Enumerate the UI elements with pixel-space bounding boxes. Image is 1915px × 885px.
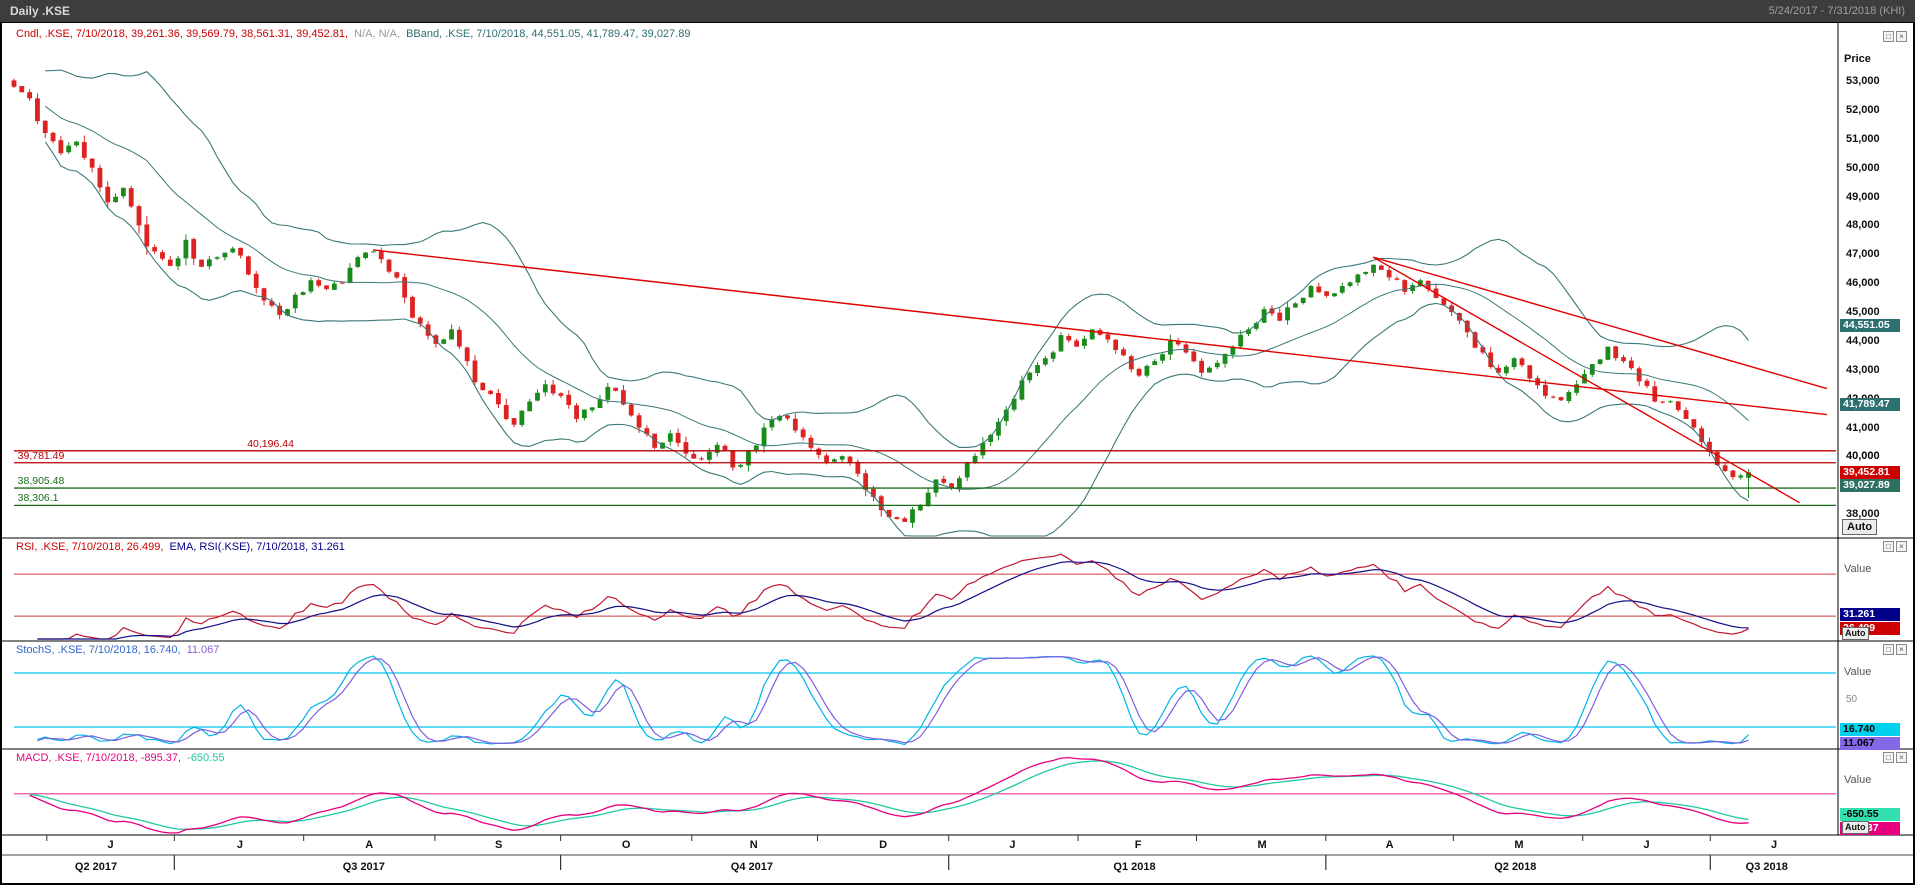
price-level-label: 38,905.48 [17, 475, 65, 488]
price-tick-label: 46,000 [1846, 277, 1880, 290]
price-axis-badge: 44,551.05 [1840, 318, 1900, 332]
month-axis-label: J [1770, 839, 1778, 851]
legend-text: N/A, N/A, [354, 28, 404, 40]
price-axis-badge: 39,027.89 [1840, 479, 1900, 493]
stoch-mid-level-label: 50 [1846, 694, 1858, 705]
macd-panel-controls: □ × [1883, 752, 1907, 763]
price-tick-label: 53,000 [1846, 74, 1880, 87]
legend-text: MACD, .KSE, 7/10/2018, -895.37, [16, 752, 185, 764]
price-tick-label: 49,000 [1846, 190, 1880, 203]
restore-icon[interactable]: □ [1883, 31, 1894, 42]
macd-axis-auto-button[interactable]: Auto [1842, 821, 1869, 834]
stoch-axis-badge: 11.067 [1840, 736, 1900, 750]
month-axis-label: M [1514, 839, 1524, 851]
month-axis-label: A [1385, 839, 1394, 851]
month-axis-label: N [749, 839, 758, 851]
price-tick-label: 52,000 [1846, 103, 1880, 116]
price-tick-label: 51,000 [1846, 132, 1880, 145]
rsi-axis-badge: 31.261 [1840, 608, 1900, 622]
chart-title: Daily .KSE [10, 4, 71, 18]
price-tick-label: 41,000 [1846, 421, 1880, 434]
quarter-axis-label: Q2 2017 [74, 861, 118, 873]
price-tick-label: 50,000 [1846, 161, 1880, 174]
price-level-label: 39,781.49 [17, 449, 65, 462]
restore-icon[interactable]: □ [1883, 541, 1894, 552]
month-axis-label: J [1643, 839, 1650, 851]
quarter-axis-label: Q4 2017 [730, 861, 774, 873]
price-tick-label: 45,000 [1846, 306, 1880, 319]
close-icon[interactable]: × [1896, 541, 1907, 552]
rsi-panel-legend: RSI, .KSE, 7/10/2018, 26.499, EMA, RSI(.… [16, 541, 348, 553]
macd-axis-badge: -650.55 [1840, 808, 1900, 822]
month-axis-label: A [365, 839, 374, 851]
chart-area: 40,196.44 39,781.49 38,905.48 38,306.1 53,00… [0, 22, 1915, 885]
main-panel-controls: □ × [1883, 31, 1907, 42]
month-axis-label: S [494, 839, 503, 851]
price-tick-label: 48,000 [1846, 219, 1880, 232]
legend-text: BBand, .KSE, 7/10/2018, 44,551.05, 41,78… [406, 28, 691, 40]
rsi-axis-auto-button[interactable]: Auto [1842, 627, 1869, 640]
month-axis-label: J [107, 839, 114, 851]
price-level-label: 38,306.1 [17, 492, 59, 505]
legend-text: -650.55 [187, 752, 225, 764]
price-axis-badge: 41,789.47 [1840, 398, 1900, 412]
quarter-axis-label: Q1 2018 [1113, 861, 1156, 873]
chart-canvas[interactable] [2, 23, 1913, 883]
month-axis-label: J [1009, 839, 1016, 851]
price-axis-auto-button[interactable]: Auto [1842, 519, 1878, 535]
stoch-axis-badge: 16.740 [1840, 723, 1900, 737]
price-axis-badge: 39,452.81 [1840, 465, 1900, 479]
macd-axis-title: Value [1844, 774, 1872, 786]
legend-text: EMA, RSI(.KSE), 7/10/2018, 31.261 [169, 541, 345, 553]
restore-icon[interactable]: □ [1883, 644, 1894, 655]
close-icon[interactable]: × [1896, 752, 1907, 763]
price-level-label: 40,196.44 [247, 437, 294, 450]
close-icon[interactable]: × [1896, 31, 1907, 42]
close-icon[interactable]: × [1896, 644, 1907, 655]
month-axis-label: M [1257, 839, 1267, 851]
stoch-panel-legend: StochS, .KSE, 7/10/2018, 16.740, 11.067 [16, 644, 222, 656]
quarter-axis-label: Q2 2018 [1494, 861, 1537, 873]
legend-text: Cndl, .KSE, 7/10/2018, 39,261.36, 39,569… [16, 28, 352, 40]
legend-text: RSI, .KSE, 7/10/2018, 26.499, [16, 541, 167, 553]
price-tick-label: 40,000 [1846, 450, 1880, 463]
title-bar: Daily .KSE 5/24/2017 - 7/31/2018 (KHI) [0, 0, 1915, 22]
main-chart-legend: Cndl, .KSE, 7/10/2018, 39,261.36, 39,569… [16, 28, 693, 40]
month-axis-label: O [621, 839, 631, 851]
legend-text: StochS, .KSE, 7/10/2018, 16.740, [16, 644, 184, 656]
rsi-axis-title: Value [1844, 563, 1872, 575]
price-tick-label: 38,000 [1846, 508, 1880, 521]
legend-text: 11.067 [186, 644, 220, 656]
month-axis-label: F [1134, 839, 1142, 851]
month-axis-label: D [879, 839, 888, 851]
macd-panel-legend: MACD, .KSE, 7/10/2018, -895.37, -650.55 [16, 752, 227, 764]
price-tick-label: 43,000 [1846, 363, 1880, 376]
quarter-axis-label: Q3 2017 [342, 861, 385, 873]
chart-overlay: 40,196.44 39,781.49 38,905.48 38,306.1 53,00… [2, 23, 1913, 883]
date-range-label: 5/24/2017 - 7/31/2018 (KHI) [1768, 5, 1905, 17]
price-tick-label: 44,000 [1846, 334, 1880, 347]
price-axis-title: Price [1844, 53, 1871, 65]
month-axis-label: J [236, 839, 243, 851]
price-tick-label: 47,000 [1846, 248, 1880, 261]
quarter-axis-label: Q3 2018 [1745, 861, 1788, 873]
stoch-panel-controls: □ × [1883, 644, 1907, 655]
restore-icon[interactable]: □ [1883, 752, 1894, 763]
stoch-axis-title: Value [1844, 666, 1872, 678]
rsi-panel-controls: □ × [1883, 541, 1907, 552]
